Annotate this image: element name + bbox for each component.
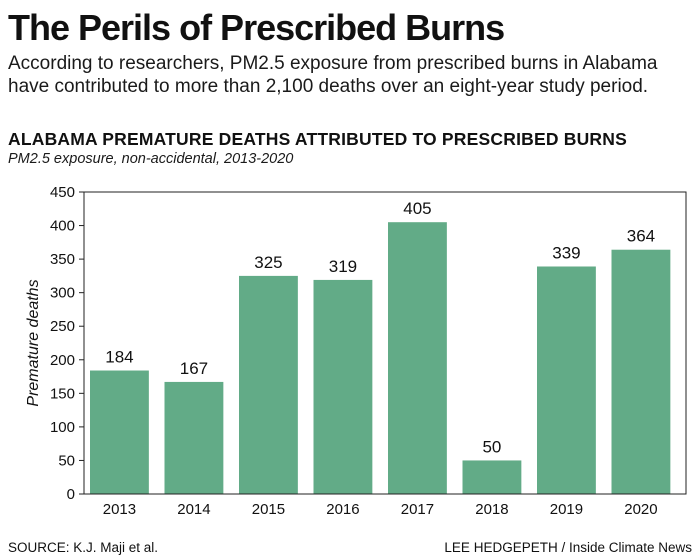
bar-chart: 0 50 100 150 200 250 300 350 400 450 184 167 325 319…: [25, 184, 687, 518]
chart-headline: The Perils of Prescribed Burns: [8, 7, 505, 48]
y-tick-label: 200: [50, 352, 75, 369]
x-tick-label: 2015: [252, 501, 285, 518]
bar-2014: [164, 381, 224, 494]
chart-title: ALABAMA PREMATURE DEATHS ATTRIBUTED TO P…: [8, 129, 627, 149]
data-label-2016: 319: [329, 257, 357, 276]
x-tick-label: 2018: [475, 501, 508, 518]
bar-2015: [239, 275, 298, 494]
y-axis-ticks: 0 50 100 150 200 250 300 350 400 450: [50, 184, 84, 503]
x-tick-label: 2017: [401, 501, 434, 518]
x-axis-ticks: 2013 2014 2015 2016 2017 2018 2019 2020: [103, 501, 658, 518]
y-tick-label: 350: [50, 251, 75, 268]
y-axis-label: Premature deaths: [25, 279, 42, 406]
y-tick-label: 100: [50, 419, 75, 436]
data-label-2017: 405: [403, 199, 431, 218]
y-tick-label: 450: [50, 184, 75, 201]
data-label-2018: 50: [482, 437, 501, 456]
chart-subtitle: PM2.5 exposure, non-accidental, 2013-202…: [8, 151, 294, 167]
x-tick-label: 2016: [326, 501, 359, 518]
bar-2016: [313, 279, 373, 494]
data-label-2019: 339: [552, 243, 580, 262]
x-tick-label: 2014: [177, 501, 210, 518]
y-tick-label: 150: [50, 385, 75, 402]
y-tick-label: 400: [50, 218, 75, 235]
data-label-2013: 184: [105, 348, 133, 367]
data-label-2015: 325: [254, 253, 282, 272]
y-tick-label: 50: [58, 452, 75, 469]
data-label-2020: 364: [627, 227, 655, 246]
x-tick-label: 2013: [103, 501, 136, 518]
x-tick-label: 2020: [624, 501, 657, 518]
plot-frame: [83, 191, 687, 495]
bar-2018: [462, 460, 522, 494]
data-labels: 184 167 325 319 405 50 339 364: [105, 199, 655, 456]
bar-2020: [611, 249, 671, 494]
y-tick-label: 0: [67, 486, 75, 503]
bar-2013: [90, 370, 149, 494]
bars: [90, 222, 671, 494]
y-tick-label: 300: [50, 285, 75, 302]
x-tick-label: 2019: [550, 501, 583, 518]
intro-text: According to researchers, PM2.5 exposure…: [8, 53, 658, 97]
bar-2017: [388, 222, 447, 494]
credit-note: LEE HEDGEPETH / Inside Climate News: [444, 540, 692, 555]
y-tick-label: 250: [50, 318, 75, 335]
source-note: SOURCE: K.J. Maji et al.: [8, 540, 159, 555]
bar-2019: [537, 266, 596, 494]
data-label-2014: 167: [180, 359, 208, 378]
